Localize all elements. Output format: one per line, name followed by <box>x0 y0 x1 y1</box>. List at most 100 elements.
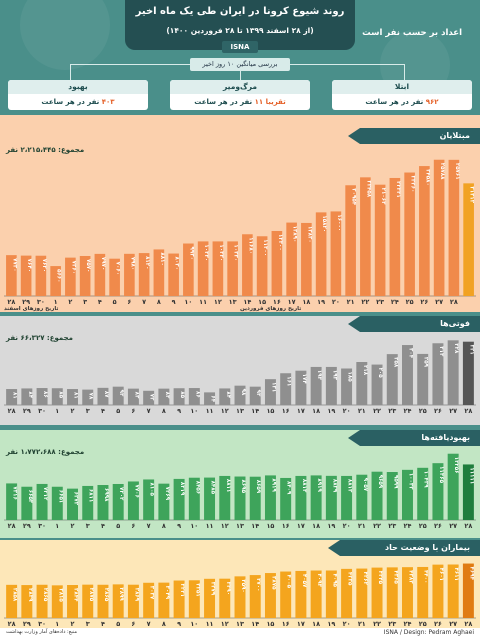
icu-value-label: ۳۳۹۰ <box>225 582 231 595</box>
recovered-panel-title: بهبودیافته‌ها <box>348 430 480 446</box>
deaths-value-label: ۳۲۱ <box>468 345 474 355</box>
icu-bar <box>417 566 429 618</box>
icu-bar <box>386 567 398 618</box>
icu-bar <box>36 584 48 618</box>
deaths-tick-label: ۲۸ <box>8 407 16 415</box>
deaths-tick-label: ۳ <box>86 407 90 415</box>
recovered-value-label: ۶۲۷۲ <box>73 492 79 506</box>
deaths-bar <box>341 368 353 405</box>
recovered-bar <box>234 476 246 520</box>
icu-value-label: ۴۲۳۵ <box>347 572 353 586</box>
deaths-tick-label: ۷ <box>147 407 151 415</box>
recovered-value-label: ۷۲۰۲ <box>118 487 124 501</box>
icu-tick-label: ۹ <box>177 620 181 628</box>
cases-value-label: ۷۶۴۰ <box>26 259 32 272</box>
cases-bar <box>448 159 460 296</box>
deaths-bar <box>6 389 18 405</box>
recovered-bar <box>204 477 216 520</box>
recovered-tick-label: ۲۰ <box>343 522 351 530</box>
icu-value-label: ۲۸۶۵ <box>103 588 109 602</box>
deaths-value-label: ۹۸ <box>240 389 246 396</box>
recovered-value-label: ۷۲۱۲ <box>42 487 48 501</box>
cases-bar <box>153 249 165 296</box>
recovered-tick-label: ۵ <box>116 522 120 530</box>
cases-value-label: ۸۸۱۰ <box>159 252 165 265</box>
deaths-bar <box>188 388 200 405</box>
icu-value-label: ۳۵۹۰ <box>240 579 246 592</box>
icu-bar <box>82 584 94 618</box>
cases-value-label: ۱۰۳۳۰ <box>218 244 224 261</box>
icu-bar <box>371 567 383 618</box>
cases-value-label: ۱۰۳۳۰ <box>203 244 209 261</box>
cases-value-label: ۷۷۳۰ <box>11 258 17 271</box>
deaths-tick-label: ۸ <box>162 407 166 415</box>
cases-value-label: ۲۵۷۶۱ <box>454 163 460 180</box>
deaths-tick-label: ۱۵ <box>266 407 274 415</box>
recovered-tick-label: ۱۳ <box>236 522 244 530</box>
cases-value-label: ۲۰۹۵۴ <box>351 188 357 205</box>
icu-value-label: ۲۸۱۵ <box>57 588 63 602</box>
cases-chart: ۷۷۳۰۲۸۷۶۴۰۲۹۷۶۲۰۳۰۵۶۶۰۱۷۲۶۰۲۷۵۷۰۳۷۹۷۰۴۷۰… <box>4 159 476 306</box>
cases-bar <box>315 212 327 296</box>
cases-tick-label: ۲۸ <box>7 298 15 306</box>
recovered-value-label: ۸۲۱۹ <box>179 482 185 496</box>
icu-bar <box>249 575 261 618</box>
icu-value-label: ۴۶۰۱ <box>438 568 444 581</box>
cases-bar <box>433 159 445 296</box>
cases-value-label: ۱۶۰۰۰ <box>336 214 342 231</box>
icu-value-label: ۲۸۳۹ <box>27 588 33 602</box>
deaths-tick-label: ۱۶ <box>282 407 290 415</box>
icu-bar <box>234 576 246 618</box>
icu-tick-label: ۱۸ <box>312 620 320 628</box>
deaths-bar <box>21 388 33 405</box>
deaths-tick-label: ۳۰ <box>38 407 46 415</box>
deaths-bar <box>67 389 78 405</box>
footer <box>0 628 480 640</box>
deaths-bar <box>204 392 216 405</box>
icu-value-label: ۴۲۶۲ <box>362 572 368 586</box>
icu-tick-label: ۱۹ <box>327 620 335 628</box>
deaths-value-label: ۶۴ <box>210 395 216 402</box>
cases-value-label: ۲۳۳۶۰ <box>410 176 416 193</box>
deaths-value-label: ۸۳ <box>164 392 170 399</box>
icu-value-label: ۲۸۶۵ <box>42 588 48 602</box>
icu-bar <box>402 567 413 618</box>
recovered-tick-label: ۶ <box>131 522 135 530</box>
recovered-tick-label: ۳ <box>86 522 90 530</box>
icu-value-label: ۴۳۸۳ <box>407 570 413 584</box>
cases-bar <box>374 184 386 296</box>
icu-tick-label: ۱۱ <box>206 620 214 628</box>
cases-bar <box>35 255 47 296</box>
recovered-tick-label: ۴ <box>101 522 105 530</box>
cases-bar <box>94 253 106 296</box>
deaths-tick-label: ۲۱ <box>358 407 366 415</box>
cases-tick-label: ۳۰ <box>37 298 45 306</box>
cases-tick-label: ۱۳ <box>229 298 237 306</box>
deaths-tick-label: ۹ <box>177 407 181 415</box>
recovered-tick-label: ۱ <box>55 522 59 530</box>
recovered-bar <box>173 478 185 520</box>
cases-bar <box>463 183 474 296</box>
icu-bar <box>325 570 337 618</box>
icu-bar <box>341 568 353 618</box>
icu-tick-label: ۴ <box>101 620 105 628</box>
deaths-tick-label: ۱۷ <box>297 407 305 415</box>
icu-tick-label: ۲۷ <box>449 620 457 628</box>
deaths-value-label: ۲۵۹ <box>423 357 429 368</box>
stat-unit: نفر در هر ساعت <box>365 98 424 106</box>
deaths-tick-label: ۴ <box>101 407 105 415</box>
icu-tick-label: ۱۵ <box>266 620 274 628</box>
deaths-bar <box>143 390 155 405</box>
recovered-tick-label: ۲۹ <box>23 522 31 530</box>
deaths-value-label: ۱۳۱ <box>270 382 276 392</box>
deaths-value-label: ۱۶۱ <box>286 376 292 386</box>
cases-tick-label: ۱ <box>54 298 58 306</box>
recovered-bar <box>386 472 398 520</box>
icu-tick-label: ۱۳ <box>236 620 244 628</box>
recovered-value-label: ۹۵۹۹ <box>392 475 398 489</box>
cases-bar <box>138 253 150 296</box>
deaths-value-label: ۷۲ <box>149 394 155 401</box>
cases-value-label: ۲۵۷۸۸ <box>439 163 445 180</box>
icu-tick-label: ۲۸ <box>464 620 472 628</box>
recovered-bar <box>341 475 353 520</box>
